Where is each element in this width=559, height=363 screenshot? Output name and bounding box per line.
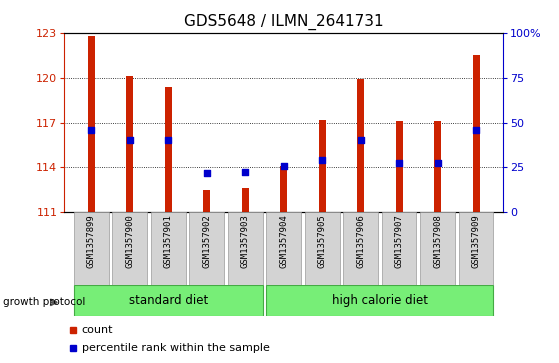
Bar [74, 285, 263, 316]
Text: GSM1357901: GSM1357901 [164, 215, 173, 268]
Title: GDS5648 / ILMN_2641731: GDS5648 / ILMN_2641731 [184, 14, 383, 30]
Bar [396, 121, 402, 212]
Point [164, 138, 173, 143]
Point [356, 138, 365, 143]
Text: GSM1357906: GSM1357906 [356, 215, 365, 268]
Text: growth protocol: growth protocol [3, 297, 85, 307]
Text: GSM1357903: GSM1357903 [241, 215, 250, 268]
Point [472, 127, 481, 133]
Bar [280, 166, 287, 212]
Point [87, 127, 96, 133]
Bar [357, 79, 364, 212]
Text: GSM1357902: GSM1357902 [202, 215, 211, 268]
Bar [228, 212, 263, 285]
Text: GSM1357900: GSM1357900 [125, 215, 134, 268]
Text: percentile rank within the sample: percentile rank within the sample [82, 343, 269, 353]
Point [202, 171, 211, 176]
Bar [382, 212, 416, 285]
Text: GSM1357908: GSM1357908 [433, 215, 442, 268]
Bar [459, 212, 494, 285]
Text: count: count [82, 325, 113, 335]
Bar [267, 212, 301, 285]
Point [433, 160, 442, 166]
Bar [241, 188, 249, 212]
Bar [165, 87, 172, 212]
Text: GSM1357899: GSM1357899 [87, 215, 96, 268]
Bar [434, 121, 441, 212]
Bar [112, 212, 147, 285]
Bar [420, 212, 455, 285]
Text: GSM1357907: GSM1357907 [395, 215, 404, 268]
Point [318, 157, 326, 163]
Point [241, 169, 250, 175]
Point [125, 138, 134, 143]
Bar [267, 285, 494, 316]
Bar [305, 212, 339, 285]
Bar [203, 190, 210, 212]
Bar [88, 36, 94, 212]
Bar [190, 212, 224, 285]
Bar [473, 55, 480, 212]
Bar [126, 76, 133, 212]
Bar [151, 212, 186, 285]
Bar [343, 212, 378, 285]
Text: GSM1357909: GSM1357909 [472, 215, 481, 268]
Text: GSM1357904: GSM1357904 [279, 215, 288, 268]
Text: standard diet: standard diet [129, 294, 208, 307]
Text: high calorie diet: high calorie diet [332, 294, 428, 307]
Bar [319, 119, 326, 212]
Bar [74, 212, 108, 285]
Text: GSM1357905: GSM1357905 [318, 215, 326, 268]
Point [395, 160, 404, 166]
Point [279, 163, 288, 169]
